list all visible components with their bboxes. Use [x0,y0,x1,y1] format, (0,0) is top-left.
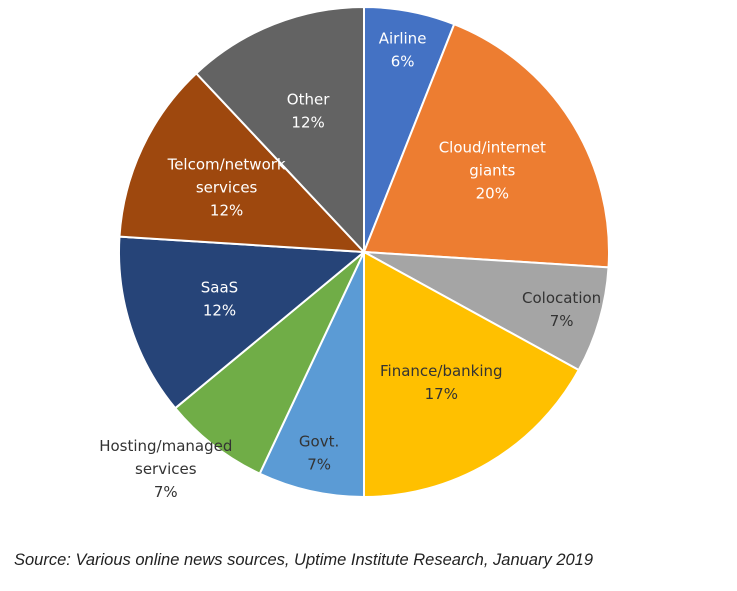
pie-slice-colocation [363,251,610,372]
slice-label-line: 12% [210,201,243,219]
slice-label-line: 7% [307,455,331,473]
slice-label-hosting-managed: Hosting/managed services 7% [99,437,232,501]
slice-label-line: 6% [391,52,415,70]
slice-label-line: Other [287,90,330,108]
pie-slice-hosting-managed [173,251,365,476]
slice-label-line: SaaS [201,278,238,296]
pie-slice-govt [258,251,365,499]
source-note: Source: Various online news sources, Upt… [14,551,594,569]
slice-label-finance-banking: Finance/banking 17% [380,362,503,403]
slice-label-line: 7% [550,312,574,330]
slice-label-telcom-network: Telcom/network services 12% [167,155,286,219]
slice-label-line: 12% [291,113,324,131]
pie-slice-finance-banking [363,250,581,499]
pie-slice-cloud-internet [362,22,610,269]
slice-label-line: 17% [425,385,458,403]
slice-label-line: Cloud/internet [439,139,546,157]
slice-label-line: 20% [476,185,509,203]
slice-label-airline: Airline 6% [379,29,427,70]
slice-label-line: 7% [154,483,178,501]
slice-label-line: Colocation [522,289,601,307]
slice-label-line: 12% [203,301,236,319]
slice-label-line: giants [469,162,515,180]
slice-label-line: Hosting/managed [99,437,232,455]
slice-label-other: Other 12% [287,90,330,131]
pie-chart: Airline 6% Cloud/internet giants 20% Colocati… [99,5,610,501]
slice-label-line: services [135,460,197,478]
slice-label-saas: SaaS 12% [201,278,238,319]
pie-slice-other [194,5,365,255]
pie-slice-saas [118,235,367,410]
slice-label-govt: Govt. 7% [299,432,339,473]
slice-label-cloud-internet: Cloud/internet giants 20% [439,139,546,203]
slice-label-line: Govt. [299,432,339,450]
slice-label-colocation: Colocation 7% [522,289,601,330]
slice-label-line: Finance/banking [380,362,503,380]
slice-label-line: services [196,178,258,196]
slice-label-line: Telcom/network [167,155,286,173]
pie-slice-telcom-network [118,71,367,254]
slice-label-line: Airline [379,29,427,47]
